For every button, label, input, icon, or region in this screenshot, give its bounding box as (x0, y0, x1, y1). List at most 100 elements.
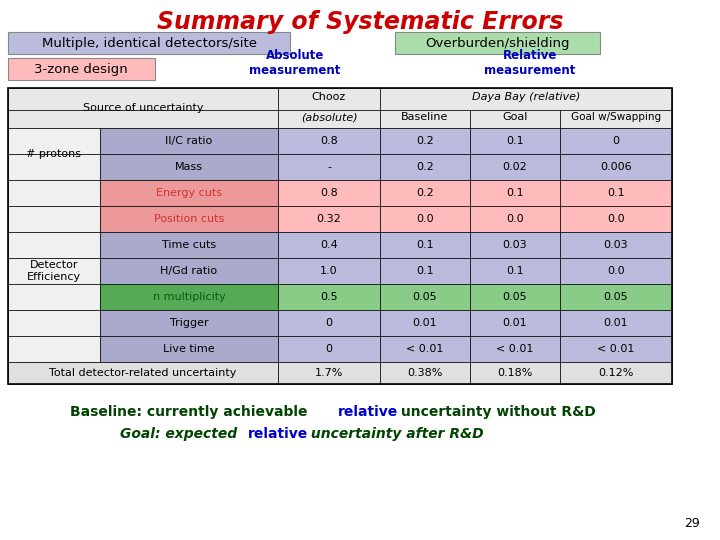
Text: Live time: Live time (163, 344, 215, 354)
Bar (560, 310, 672, 336)
Text: uncertainty without R&D: uncertainty without R&D (396, 405, 595, 419)
Text: Goal: expected: Goal: expected (120, 427, 242, 441)
Bar (100, 128, 278, 154)
Bar (8, 310, 100, 336)
Bar (278, 232, 380, 258)
Bar (100, 232, 278, 258)
Bar (470, 284, 560, 310)
Text: 0.5: 0.5 (320, 292, 338, 302)
Bar (100, 258, 278, 284)
Bar (380, 336, 470, 362)
Text: II/C ratio: II/C ratio (166, 136, 212, 146)
Text: 0.03: 0.03 (503, 240, 527, 250)
Text: 0.8: 0.8 (320, 136, 338, 146)
Bar (8, 88, 672, 384)
Text: 3-zone design: 3-zone design (34, 63, 128, 76)
Bar (560, 180, 672, 206)
Text: n multiplicity: n multiplicity (153, 292, 225, 302)
Text: relative: relative (338, 405, 398, 419)
Bar (8, 206, 100, 232)
Text: 0.01: 0.01 (413, 318, 437, 328)
Text: 0: 0 (613, 136, 619, 146)
Bar (470, 110, 560, 128)
Bar (380, 110, 470, 128)
Bar (560, 128, 672, 154)
Bar (560, 110, 672, 128)
Bar (470, 232, 560, 258)
Text: Absolute
measurement: Absolute measurement (249, 49, 341, 77)
Text: 0.05: 0.05 (603, 292, 629, 302)
Text: 0.8: 0.8 (320, 188, 338, 198)
Text: Baseline: currently achievable: Baseline: currently achievable (70, 405, 312, 419)
Text: H/Gd ratio: H/Gd ratio (161, 266, 217, 276)
Text: Chooz: Chooz (312, 92, 346, 102)
Text: 0.2: 0.2 (416, 136, 434, 146)
Text: 0.4: 0.4 (320, 240, 338, 250)
Text: 1.7%: 1.7% (315, 368, 343, 378)
Bar (8, 88, 278, 110)
Text: 0.1: 0.1 (416, 266, 434, 276)
Text: # protons: # protons (27, 149, 81, 159)
Bar (560, 336, 672, 362)
Text: 0.32: 0.32 (317, 214, 341, 224)
Text: 0.12%: 0.12% (598, 368, 634, 378)
Text: Trigger: Trigger (170, 318, 208, 328)
Text: 0.05: 0.05 (413, 292, 437, 302)
Text: 0.02: 0.02 (503, 162, 527, 172)
Bar (278, 258, 380, 284)
Bar (470, 128, 560, 154)
Text: 0.2: 0.2 (416, 162, 434, 172)
Bar (8, 232, 100, 258)
Bar (8, 128, 100, 154)
Bar (380, 88, 672, 110)
Text: 0.0: 0.0 (416, 214, 434, 224)
Bar (470, 206, 560, 232)
Text: relative: relative (248, 427, 308, 441)
Text: 29: 29 (684, 517, 700, 530)
Bar (470, 258, 560, 284)
Bar (380, 310, 470, 336)
Bar (380, 154, 470, 180)
Text: Relative
measurement: Relative measurement (485, 49, 576, 77)
Bar (8, 284, 100, 310)
Text: 0.05: 0.05 (503, 292, 527, 302)
Bar (100, 180, 278, 206)
Bar (470, 180, 560, 206)
Text: Time cuts: Time cuts (162, 240, 216, 250)
Text: 0.1: 0.1 (607, 188, 625, 198)
Text: (absolute): (absolute) (301, 112, 357, 122)
Text: 0.2: 0.2 (416, 188, 434, 198)
Bar (560, 154, 672, 180)
Bar (278, 88, 380, 110)
Text: 1.0: 1.0 (320, 266, 338, 276)
Bar (380, 180, 470, 206)
Text: 0.01: 0.01 (603, 318, 629, 328)
Text: Source of uncertainty: Source of uncertainty (83, 103, 203, 113)
Bar (8, 110, 278, 128)
Text: 0.1: 0.1 (506, 136, 524, 146)
Bar (395, 32, 600, 54)
Bar (100, 284, 278, 310)
Text: 0.18%: 0.18% (498, 368, 533, 378)
Bar (560, 206, 672, 232)
Bar (100, 336, 278, 362)
Bar (278, 206, 380, 232)
Bar (380, 284, 470, 310)
Text: 0.01: 0.01 (503, 318, 527, 328)
Bar (8, 58, 155, 80)
Text: -: - (327, 162, 331, 172)
Text: < 0.01: < 0.01 (406, 344, 444, 354)
Bar (8, 362, 278, 384)
Bar (278, 336, 380, 362)
Text: 0: 0 (325, 318, 333, 328)
Bar (470, 362, 560, 384)
Text: Total detector-related uncertainty: Total detector-related uncertainty (49, 368, 237, 378)
Bar (380, 128, 470, 154)
Text: Overburden/shielding: Overburden/shielding (425, 37, 570, 50)
Bar (380, 232, 470, 258)
Bar (100, 206, 278, 232)
Bar (8, 336, 100, 362)
Text: 0.1: 0.1 (506, 188, 524, 198)
Text: Baseline: Baseline (401, 112, 449, 122)
Text: uncertainty after R&D: uncertainty after R&D (306, 427, 484, 441)
